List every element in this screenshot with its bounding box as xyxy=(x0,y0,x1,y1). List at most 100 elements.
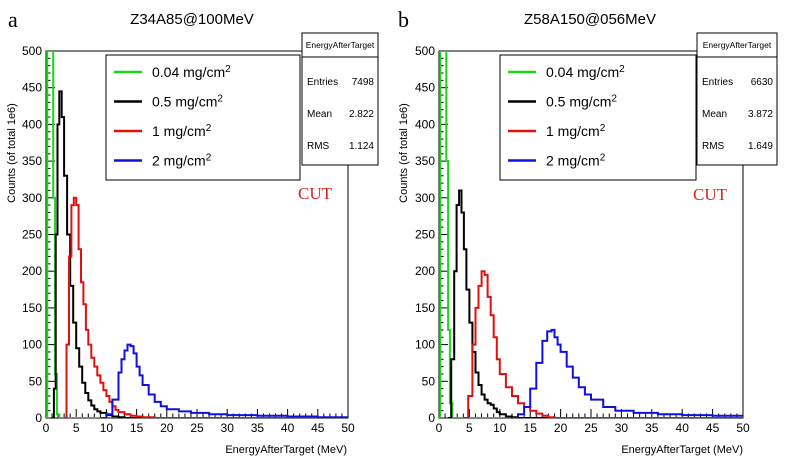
x-tick-label: 30 xyxy=(615,421,629,435)
legend: 0.04 mg/cm2 0.5 mg/cm2 1 mg/cm2 2 mg/cm2 xyxy=(105,54,301,181)
legend-superscript: 2 xyxy=(600,123,606,134)
legend-label-green: 0.04 mg/cm2 xyxy=(152,64,231,80)
stats-frame xyxy=(696,32,778,166)
legend-superscript: 2 xyxy=(206,153,212,164)
x-tick-label: 20 xyxy=(160,421,174,435)
stats-value-mean: 3.872 xyxy=(748,109,773,120)
stats-value-rms: 1.124 xyxy=(349,141,374,152)
stats-value-mean: 2.822 xyxy=(349,109,374,120)
x-tick-label: 0 xyxy=(436,421,443,435)
y-tick-label: 200 xyxy=(415,264,435,278)
stats-value-entries: 6630 xyxy=(751,77,774,88)
y-tick-label: 500 xyxy=(22,44,42,58)
legend-superscript: 2 xyxy=(619,64,625,75)
x-tick-label: 45 xyxy=(311,421,325,435)
panel-a: a Z34A85@100MeV Counts (of total 1e6) En… xyxy=(6,7,379,456)
stats-box: EnergyAfterTarget Entries 6630 Mean 3.872 RMS… xyxy=(696,32,778,166)
x-axis-label: EnergyAfterTarget (MeV) xyxy=(225,444,347,456)
series-group xyxy=(439,51,743,418)
x-tick-label: 40 xyxy=(676,421,690,435)
stats-title: EnergyAfterTarget xyxy=(703,40,772,50)
y-tick-label: 50 xyxy=(422,374,436,388)
y-tick-label: 200 xyxy=(22,264,42,278)
y-tick-label: 250 xyxy=(415,228,435,242)
legend: 0.04 mg/cm2 0.5 mg/cm2 1 mg/cm2 2 mg/cm2 xyxy=(499,54,697,181)
y-tick-label: 500 xyxy=(415,44,435,58)
stats-label-rms: RMS xyxy=(702,141,725,152)
legend-box xyxy=(105,54,301,181)
y-tick-label: 0 xyxy=(35,411,42,425)
stats-value-entries: 7498 xyxy=(352,77,375,88)
series-green xyxy=(46,51,348,418)
stats-label-entries: Entries xyxy=(307,77,338,88)
stats-label-entries: Entries xyxy=(702,77,733,88)
legend-label-black: 0.5 mg/cm2 xyxy=(546,94,617,110)
series-red xyxy=(64,196,348,418)
legend-superscript: 2 xyxy=(206,123,212,134)
x-tick-label: 25 xyxy=(584,421,598,435)
x-tick-label: 15 xyxy=(130,421,144,435)
x-tick-label: 40 xyxy=(281,421,295,435)
legend-label-blue: 2 mg/cm2 xyxy=(152,153,212,169)
stats-title: EnergyAfterTarget xyxy=(306,40,375,50)
x-tick-label: 10 xyxy=(493,421,507,435)
legend-label-green: 0.04 mg/cm2 xyxy=(546,64,625,80)
y-tick-label: 100 xyxy=(415,338,435,352)
y-tick-label: 350 xyxy=(415,154,435,168)
x-tick-label: 30 xyxy=(221,421,235,435)
series-group xyxy=(46,51,348,418)
x-tick-label: 50 xyxy=(736,421,750,435)
x-tick-label: 20 xyxy=(554,421,568,435)
legend-superscript: 2 xyxy=(225,64,231,75)
y-tick-label: 400 xyxy=(22,117,42,131)
stats-box: EnergyAfterTarget Entries 7498 Mean 2.822 RMS… xyxy=(301,32,379,166)
stats-frame xyxy=(301,32,379,166)
cut-annotation: CUT xyxy=(298,184,333,203)
y-tick-label: 100 xyxy=(22,338,42,352)
y-tick-label: 450 xyxy=(415,81,435,95)
x-tick-label: 5 xyxy=(466,421,473,435)
y-axis-label: Counts (of total 1e6) xyxy=(6,103,18,203)
plot-title: Z34A85@100MeV xyxy=(130,11,254,28)
y-tick-label: 300 xyxy=(415,191,435,205)
legend-label-red: 1 mg/cm2 xyxy=(546,123,606,139)
x-tick-label: 15 xyxy=(524,421,538,435)
y-tick-label: 150 xyxy=(22,301,42,315)
stats-value-rms: 1.649 xyxy=(748,141,773,152)
legend-superscript: 2 xyxy=(217,94,223,105)
legend-label-black: 0.5 mg/cm2 xyxy=(152,94,223,110)
x-axis-label: EnergyAfterTarget (MeV) xyxy=(621,444,743,456)
x-tick-label: 10 xyxy=(100,421,114,435)
cut-annotation: CUT xyxy=(693,185,728,204)
plot-title: Z58A150@056MeV xyxy=(524,11,656,28)
y-tick-label: 300 xyxy=(22,191,42,205)
y-tick-label: 400 xyxy=(415,117,435,131)
x-tick-label: 35 xyxy=(645,421,659,435)
y-tick-label: 350 xyxy=(22,154,42,168)
panel-b: b Z58A150@056MeV Counts (of total 1e6) E… xyxy=(398,7,778,456)
stats-label-mean: Mean xyxy=(307,109,332,120)
x-tick-label: 0 xyxy=(43,421,50,435)
panel-label: b xyxy=(398,7,409,32)
x-tick-label: 45 xyxy=(706,421,720,435)
stats-label-mean: Mean xyxy=(702,109,727,120)
y-tick-label: 150 xyxy=(415,301,435,315)
series-blue xyxy=(100,343,348,418)
y-tick-label: 250 xyxy=(22,228,42,242)
y-axis-label: Counts (of total 1e6) xyxy=(398,103,410,203)
legend-label-blue: 2 mg/cm2 xyxy=(546,153,606,169)
y-tick-label: 50 xyxy=(29,374,43,388)
legend-superscript: 2 xyxy=(600,153,606,164)
series-blue xyxy=(512,328,743,418)
x-tick-label: 5 xyxy=(73,421,80,435)
x-tick-label: 25 xyxy=(190,421,204,435)
series-black xyxy=(448,189,743,418)
legend-label-red: 1 mg/cm2 xyxy=(152,123,212,139)
y-tick-label: 450 xyxy=(22,81,42,95)
x-tick-label: 35 xyxy=(251,421,265,435)
series-red xyxy=(463,270,743,418)
stats-label-rms: RMS xyxy=(307,141,330,152)
legend-box xyxy=(499,54,697,181)
legend-superscript: 2 xyxy=(611,94,617,105)
